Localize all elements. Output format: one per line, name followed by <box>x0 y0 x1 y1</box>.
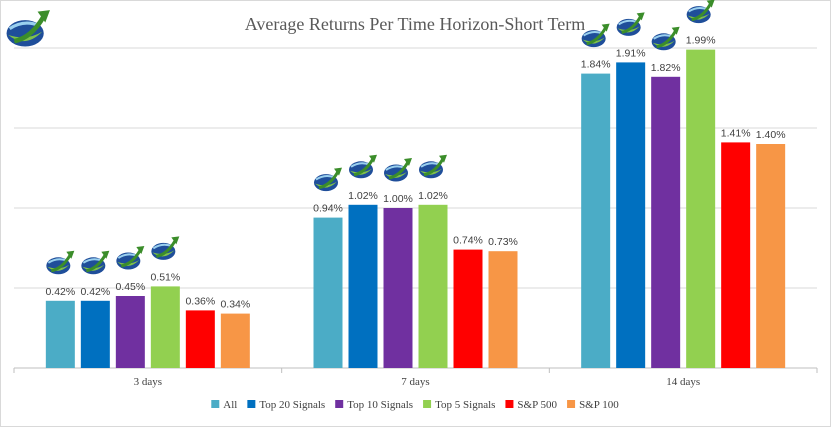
category-label: 14 days <box>666 376 700 388</box>
data-label: 0.74% <box>453 235 483 247</box>
bar <box>488 251 518 368</box>
legend-item: Top 20 Signals <box>247 399 325 411</box>
bar <box>651 76 681 369</box>
legend-swatch <box>423 400 432 408</box>
data-labels: 0.42% 0.42% 0.45% 0.51% 0.36% 0.34% 0.94% 1.02%… <box>45 35 785 311</box>
bar-logo-icon <box>79 249 111 276</box>
legend-label: S&P 500 <box>517 399 557 411</box>
bar <box>721 142 751 368</box>
legend-swatch <box>335 400 344 408</box>
category-axis: 3 days 7 days 14 days <box>13 368 818 388</box>
legend-label: All <box>223 399 237 411</box>
bar-logo-icon <box>312 166 344 193</box>
bar-logo-icon <box>685 0 717 25</box>
legend-item: Top 10 Signals <box>335 399 413 411</box>
bar <box>45 300 75 368</box>
bar-logo-icon <box>580 22 612 49</box>
data-label: 1.02% <box>348 190 378 202</box>
bar-logos <box>44 0 717 276</box>
data-label: 1.99% <box>686 35 716 47</box>
legend-label: Top 5 Signals <box>435 399 495 411</box>
bar <box>150 286 180 368</box>
legend-label: Top 20 Signals <box>259 399 325 411</box>
legend-label: S&P 100 <box>579 399 619 411</box>
bar-logo-icon <box>382 156 414 183</box>
data-label: 0.45% <box>115 281 145 293</box>
legend-swatch <box>247 400 256 408</box>
bar-logo-icon <box>44 249 76 276</box>
bar <box>185 310 215 368</box>
bar-logo-icon <box>650 25 682 52</box>
bars <box>45 49 786 369</box>
bar <box>756 144 786 368</box>
data-label: 1.91% <box>616 47 646 59</box>
bar <box>616 62 646 369</box>
bar <box>383 208 413 368</box>
data-label: 0.51% <box>150 271 180 283</box>
data-label: 0.42% <box>45 286 75 298</box>
category-label: 3 days <box>134 376 162 388</box>
legend-item: S&P 100 <box>567 399 619 411</box>
bar-logo-icon <box>347 153 379 180</box>
bar-logo-icon <box>149 234 181 262</box>
data-label: 0.94% <box>313 203 343 215</box>
bar <box>453 249 483 368</box>
legend-item: S&P 500 <box>505 399 558 411</box>
legend-swatch <box>211 400 220 408</box>
bar <box>80 300 110 368</box>
data-label: 0.36% <box>185 295 215 307</box>
bar <box>581 73 611 368</box>
brand-logo-icon <box>7 10 50 46</box>
bar <box>220 313 250 368</box>
legend-item: Top 5 Signals <box>423 399 495 411</box>
bar <box>686 49 716 368</box>
bar-logo-icon <box>114 244 146 271</box>
bar <box>348 204 378 368</box>
bar-logo-icon <box>615 10 647 38</box>
bar-logo-icon <box>417 153 449 180</box>
data-label: 1.41% <box>721 127 751 139</box>
chart-title: Average Returns Per Time Horizon-Short T… <box>245 14 586 34</box>
data-label: 1.84% <box>581 59 611 71</box>
bar <box>313 217 343 368</box>
legend-swatch <box>505 400 514 408</box>
bar <box>418 204 448 368</box>
data-label: 0.34% <box>220 299 250 311</box>
gridlines <box>14 47 817 369</box>
data-label: 1.82% <box>651 62 681 74</box>
bar <box>115 296 145 368</box>
data-label: 0.42% <box>80 286 110 298</box>
legend-item: All <box>211 399 237 411</box>
data-label: 1.02% <box>418 190 448 202</box>
category-label: 7 days <box>401 376 429 388</box>
legend-swatch <box>567 400 576 408</box>
data-label: 0.73% <box>488 236 518 248</box>
legend-label: Top 10 Signals <box>347 399 413 411</box>
data-label: 1.40% <box>756 129 786 141</box>
data-label: 1.00% <box>383 193 413 205</box>
legend: All Top 20 Signals Top 10 Signals Top 5 Sig… <box>211 399 619 411</box>
